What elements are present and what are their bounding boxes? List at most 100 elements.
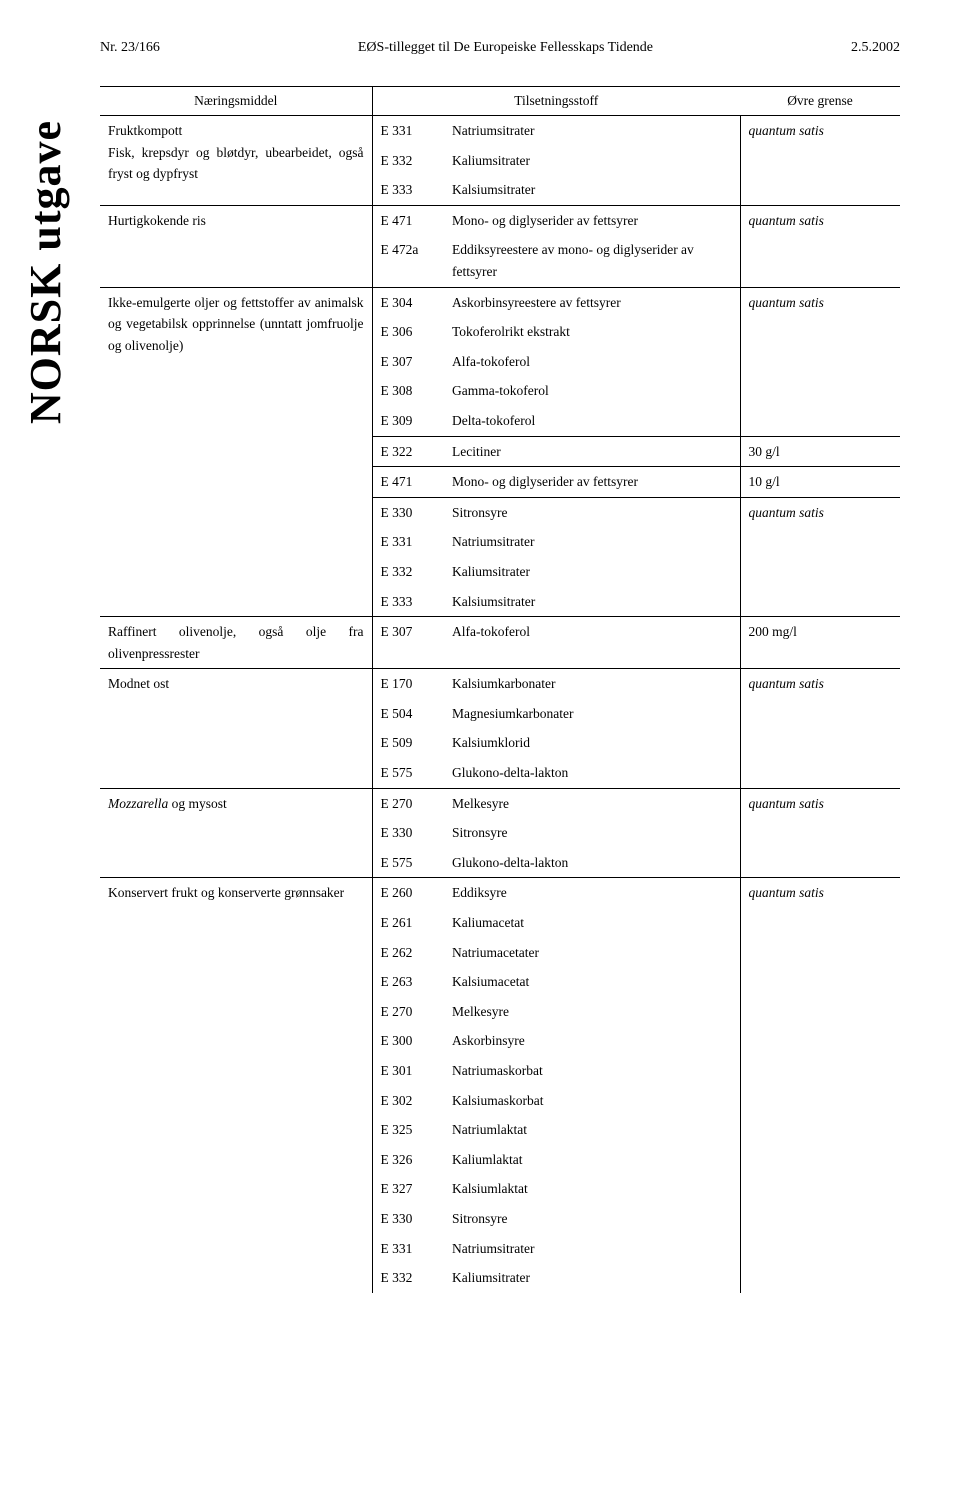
additive-name: Alfa-tokoferol	[444, 617, 740, 669]
limit-cell: quantum satis	[740, 497, 900, 616]
additive-code: E 261	[372, 908, 444, 938]
additive-code: E 575	[372, 758, 444, 788]
additive-name: Glukono-delta-lakton	[444, 758, 740, 788]
food-cell: Konservert frukt og konserverte grønnsak…	[100, 878, 372, 1293]
additive-name: Kaliumsitrater	[444, 557, 740, 587]
additive-code: E 326	[372, 1145, 444, 1175]
additive-code: E 509	[372, 728, 444, 758]
additive-code: E 322	[372, 436, 444, 467]
additive-name: Kalsiumsitrater	[444, 587, 740, 617]
limit-cell: quantum satis	[740, 287, 900, 436]
additive-name: Kalsiumacetat	[444, 967, 740, 997]
limit-cell: quantum satis	[740, 878, 900, 1293]
table-row: Konservert frukt og konserverte grønnsak…	[100, 878, 900, 908]
additive-code: E 270	[372, 997, 444, 1027]
table-header-row: Næringsmiddel Tilsetningsstoff Øvre gren…	[100, 87, 900, 116]
additives-table: Næringsmiddel Tilsetningsstoff Øvre gren…	[100, 86, 900, 1293]
additive-code: E 304	[372, 287, 444, 317]
col-additive-header: Tilsetningsstoff	[372, 87, 740, 116]
additive-name: Kalsiumkarbonater	[444, 669, 740, 699]
additive-name: Askorbinsyre	[444, 1026, 740, 1056]
food-cell: Modnet ost	[100, 669, 372, 788]
additive-code: E 262	[372, 938, 444, 968]
additive-name: Kaliumlaktat	[444, 1145, 740, 1175]
additive-name: Natriumaskorbat	[444, 1056, 740, 1086]
table-row: Raffinert olivenolje, også olje fra oliv…	[100, 617, 900, 669]
food-cell: Raffinert olivenolje, også olje fra oliv…	[100, 617, 372, 669]
additive-code: E 263	[372, 967, 444, 997]
additive-name: Eddiksyre	[444, 878, 740, 908]
col-food-header: Næringsmiddel	[100, 87, 372, 116]
additive-code: E 331	[372, 527, 444, 557]
additive-code: E 331	[372, 116, 444, 146]
additive-name: Alfa-tokoferol	[444, 347, 740, 377]
food-cell: Hurtigkokende ris	[100, 205, 372, 287]
additive-code: E 333	[372, 175, 444, 205]
additive-code: E 471	[372, 205, 444, 235]
additive-name: Natriumsitrater	[444, 1234, 740, 1264]
additive-code: E 332	[372, 146, 444, 176]
table-row: Hurtigkokende risE 471Mono- og diglyseri…	[100, 205, 900, 235]
additive-name: Kalsiumklorid	[444, 728, 740, 758]
additive-code: E 170	[372, 669, 444, 699]
additive-name: Melkesyre	[444, 997, 740, 1027]
limit-cell: 200 mg/l	[740, 617, 900, 669]
limit-cell: quantum satis	[740, 116, 900, 206]
additive-code: E 308	[372, 376, 444, 406]
limit-cell: 10 g/l	[740, 467, 900, 498]
additive-code: E 330	[372, 1204, 444, 1234]
additive-name: Mono- og diglyserider av fettsyrer	[444, 467, 740, 498]
additive-code: E 309	[372, 406, 444, 436]
header-center: EØS-tillegget til De Europeiske Fellessk…	[358, 40, 653, 56]
additive-code: E 325	[372, 1115, 444, 1145]
additive-name: Sitronsyre	[444, 1204, 740, 1234]
additive-code: E 260	[372, 878, 444, 908]
additive-name: Natriumacetater	[444, 938, 740, 968]
limit-cell: 30 g/l	[740, 436, 900, 467]
col-limit-header: Øvre grense	[740, 87, 900, 116]
additive-name: Kaliumsitrater	[444, 1263, 740, 1293]
additive-name: Lecitiner	[444, 436, 740, 467]
limit-cell: quantum satis	[740, 788, 900, 878]
limit-cell: quantum satis	[740, 669, 900, 788]
additive-code: E 472a	[372, 235, 444, 287]
additive-name: Askorbinsyreestere av fettsyrer	[444, 287, 740, 317]
header-left: Nr. 23/166	[100, 40, 160, 56]
additive-code: E 300	[372, 1026, 444, 1056]
additive-code: E 332	[372, 557, 444, 587]
additive-code: E 306	[372, 317, 444, 347]
additive-name: Magnesiumkarbonater	[444, 699, 740, 729]
additive-code: E 330	[372, 818, 444, 848]
additive-code: E 575	[372, 848, 444, 878]
additive-code: E 333	[372, 587, 444, 617]
additive-name: Kaliumsitrater	[444, 146, 740, 176]
page-header: Nr. 23/166 EØS-tillegget til De Europeis…	[100, 40, 900, 56]
additive-code: E 307	[372, 617, 444, 669]
additive-code: E 331	[372, 1234, 444, 1264]
food-cell: Mozzarella og mysost	[100, 788, 372, 878]
additive-code: E 504	[372, 699, 444, 729]
table-row: FruktkompottFisk, krepsdyr og bløtdyr, u…	[100, 116, 900, 146]
food-cell: FruktkompottFisk, krepsdyr og bløtdyr, u…	[100, 116, 372, 206]
sidebar-edition-label: NORSK utgave	[20, 120, 71, 424]
additive-name: Delta-tokoferol	[444, 406, 740, 436]
table-row: Modnet ostE 170Kalsiumkarbonaterquantum …	[100, 669, 900, 699]
additive-code: E 302	[372, 1086, 444, 1116]
additive-name: Kaliumacetat	[444, 908, 740, 938]
additive-code: E 332	[372, 1263, 444, 1293]
table-row: Mozzarella og mysostE 270Melkesyrequantu…	[100, 788, 900, 818]
additive-code: E 327	[372, 1174, 444, 1204]
additive-name: Mono- og diglyserider av fettsyrer	[444, 205, 740, 235]
additive-code: E 270	[372, 788, 444, 818]
additive-name: Sitronsyre	[444, 497, 740, 527]
additive-name: Kalsiumaskorbat	[444, 1086, 740, 1116]
table-row: Ikke-emulgerte oljer og fettstoffer av a…	[100, 287, 900, 317]
additive-code: E 307	[372, 347, 444, 377]
additive-name: Eddiksyreestere av mono- og diglyserider…	[444, 235, 740, 287]
additive-name: Tokoferolrikt ekstrakt	[444, 317, 740, 347]
additive-name: Natriumlaktat	[444, 1115, 740, 1145]
additive-name: Sitronsyre	[444, 818, 740, 848]
additive-name: Gamma-tokoferol	[444, 376, 740, 406]
header-right: 2.5.2002	[851, 40, 900, 56]
additive-name: Glukono-delta-lakton	[444, 848, 740, 878]
